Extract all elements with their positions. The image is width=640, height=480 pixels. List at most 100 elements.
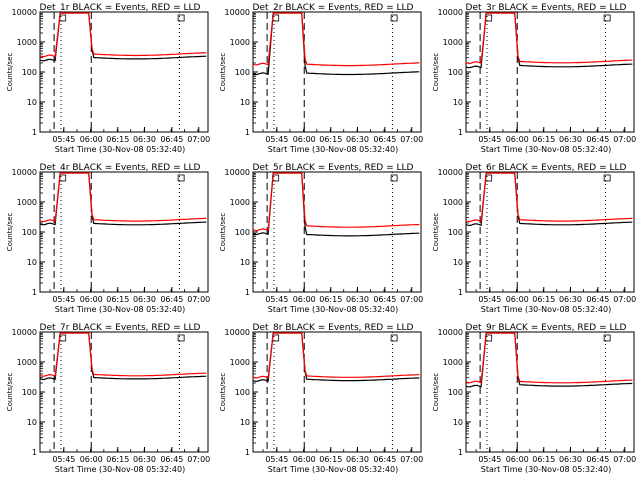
x-tick-label: 06:15 [106,135,129,144]
x-tick-label: 06:15 [532,135,555,144]
y-tick-label: 100 [22,228,37,237]
plot-frame [465,171,635,293]
y-tick-label: 1 [245,448,250,457]
y-tick-label: 1 [458,128,463,137]
x-tick-label: 05:45 [478,455,501,464]
x-tick-label: 05:45 [52,455,75,464]
y-tick-label: 10000 [225,168,250,177]
x-axis-label: Start Time (30-Nov-08 05:32:40) [268,145,398,154]
x-tick-label: 07:00 [187,135,210,144]
lld-series-line [39,172,207,223]
x-tick-label: 06:45 [160,295,183,304]
y-tick-label: 10000 [12,168,37,177]
plot-frame [252,331,422,453]
y-tick-label: 10000 [225,8,250,17]
events-series-line [252,332,420,383]
x-tick-label: 05:45 [52,135,75,144]
y-tick-label: 1000 [443,38,463,47]
x-tick-label: 06:15 [319,135,342,144]
y-tick-label: 1000 [230,38,250,47]
plot-frame [39,331,209,453]
y-tick-label: 1 [32,288,37,297]
x-tick-label: 06:15 [319,455,342,464]
plot-frame [465,331,635,453]
y-axis-label: Counts/sec [219,373,227,412]
panel-title: Det_8r BLACK = Events, RED = LLD [253,323,414,333]
panel-title: Det_3r BLACK = Events, RED = LLD [466,3,627,13]
x-tick-label: 06:45 [373,455,396,464]
panel: Det_2r BLACK = Events, RED = LLD 1 10 100 10… [219,3,423,154]
events-series-line [39,172,207,226]
plot-frame [465,11,635,133]
panel: Det_5r BLACK = Events, RED = LLD 1 10 100 10… [219,163,423,314]
x-tick-label: 05:45 [478,295,501,304]
y-tick-label: 10000 [438,168,463,177]
x-tick-label: 06:15 [106,455,129,464]
x-tick-label: 06:15 [319,295,342,304]
x-tick-label: 06:30 [346,295,369,304]
lld-series-line [465,172,633,223]
x-tick-label: 07:00 [187,455,210,464]
x-axis-label: Start Time (30-Nov-08 05:32:40) [55,305,185,314]
x-tick-label: 06:00 [80,295,103,304]
marker-box [177,14,185,22]
y-tick-label: 10 [27,418,37,427]
events-series-line [252,12,420,76]
x-tick-label: 06:00 [293,295,316,304]
y-tick-label: 10000 [438,328,463,337]
y-tick-label: 100 [235,388,250,397]
y-tick-label: 10 [240,258,250,267]
x-tick-label: 06:15 [532,295,555,304]
lld-series-line [39,332,207,377]
x-tick-label: 06:00 [506,135,529,144]
y-tick-label: 10 [453,418,463,427]
marker-box [603,334,611,342]
lld-series-line [252,172,420,232]
events-series-line [39,12,207,62]
x-tick-label: 06:30 [133,455,156,464]
y-tick-label: 10 [27,258,37,267]
lld-series-line [465,12,633,65]
x-tick-label: 05:45 [265,295,288,304]
x-axis-label: Start Time (30-Nov-08 05:32:40) [55,145,185,154]
y-tick-label: 10 [240,98,250,107]
y-tick-label: 1 [32,448,37,457]
marker-box [603,174,611,182]
x-tick-label: 06:00 [506,295,529,304]
y-axis-label: Counts/sec [219,53,227,92]
x-tick-label: 07:00 [400,455,423,464]
y-axis-label: Counts/sec [432,213,440,252]
x-axis-label: Start Time (30-Nov-08 05:32:40) [481,145,611,154]
marker-box [603,14,611,22]
panel-title: Det_1r BLACK = Events, RED = LLD [40,3,201,13]
x-tick-label: 06:45 [586,135,609,144]
x-axis-label: Start Time (30-Nov-08 05:32:40) [481,305,611,314]
lld-series-line [465,332,633,384]
lld-series-line [39,12,207,58]
y-tick-label: 1 [458,448,463,457]
x-axis-label: Start Time (30-Nov-08 05:32:40) [55,465,185,474]
y-tick-label: 1000 [443,358,463,367]
y-tick-label: 10000 [12,328,37,337]
y-tick-label: 10 [453,258,463,267]
y-tick-label: 10 [453,98,463,107]
marker-box [177,174,185,182]
x-tick-label: 06:30 [559,455,582,464]
panel-title: Det_9r BLACK = Events, RED = LLD [466,323,627,333]
panel: Det_3r BLACK = Events, RED = LLD 1 10 100 10… [432,3,636,154]
y-tick-label: 100 [448,68,463,77]
y-tick-label: 100 [22,68,37,77]
y-axis-label: Counts/sec [6,373,14,412]
x-tick-label: 06:00 [506,455,529,464]
x-axis-label: Start Time (30-Nov-08 05:32:40) [268,465,398,474]
x-axis-label: Start Time (30-Nov-08 05:32:40) [481,465,611,474]
y-tick-label: 100 [448,228,463,237]
y-tick-label: 100 [448,388,463,397]
panel: Det_4r BLACK = Events, RED = LLD 1 10 100 10… [6,163,210,314]
x-tick-label: 06:30 [559,135,582,144]
lld-series-line [252,332,420,379]
panel: Det_6r BLACK = Events, RED = LLD 1 10 100 10… [432,163,636,314]
y-tick-label: 100 [235,68,250,77]
x-tick-label: 06:45 [160,455,183,464]
